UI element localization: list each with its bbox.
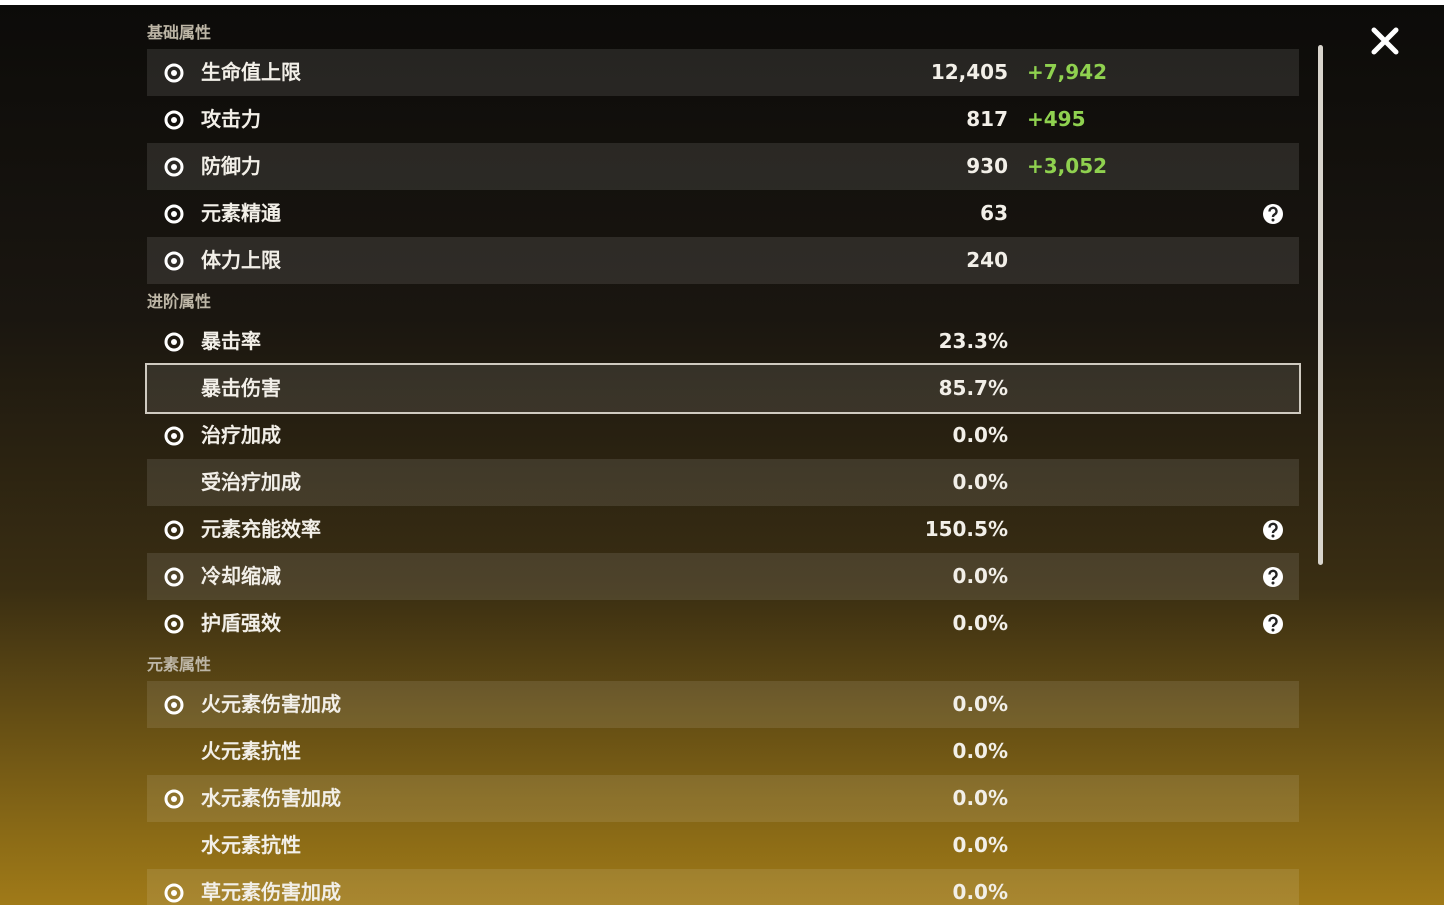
stat-label: 元素精通 bbox=[201, 201, 281, 225]
stat-row: 水元素抗性 0.0% bbox=[147, 822, 1299, 869]
section-title: 基础属性 bbox=[147, 23, 212, 42]
stat-icon bbox=[164, 157, 184, 177]
stat-row: 水元素伤害加成 0.0% bbox=[147, 775, 1299, 822]
stat-value: 150.5% bbox=[924, 517, 1008, 541]
stat-label: 受治疗加成 bbox=[201, 470, 301, 494]
stat-label: 冷却缩减 bbox=[201, 564, 281, 588]
stat-row: 暴击率 23.3% bbox=[147, 318, 1299, 365]
stat-value: 85.7% bbox=[938, 376, 1008, 400]
stat-bonus: +3,052 bbox=[1027, 154, 1108, 178]
stat-icon bbox=[164, 789, 184, 809]
stat-value: 0.0% bbox=[952, 880, 1008, 904]
stat-icon bbox=[164, 567, 184, 587]
stat-row: 火元素抗性 0.0% bbox=[147, 728, 1299, 775]
stat-row[interactable]: 暴击伤害 85.7% bbox=[145, 363, 1301, 414]
stat-value: 0.0% bbox=[952, 470, 1008, 494]
stat-value: 240 bbox=[966, 248, 1008, 272]
stat-value: 0.0% bbox=[952, 786, 1008, 810]
stat-value: 0.0% bbox=[952, 692, 1008, 716]
stat-value: 817 bbox=[966, 107, 1008, 131]
stat-label: 草元素伤害加成 bbox=[201, 880, 341, 904]
stat-icon bbox=[164, 204, 184, 224]
stat-icon bbox=[164, 695, 184, 715]
stat-label: 治疗加成 bbox=[201, 423, 281, 447]
stat-value: 930 bbox=[966, 154, 1008, 178]
stats-list: 基础属性生命值上限 12,405 +7,942 攻击力 817 +495 防御力 930 +3,… bbox=[145, 15, 1301, 905]
stat-icon bbox=[164, 251, 184, 271]
stat-label: 体力上限 bbox=[201, 248, 281, 272]
stat-label: 防御力 bbox=[201, 154, 261, 178]
stat-row: 火元素伤害加成 0.0% bbox=[147, 681, 1299, 728]
stat-icon bbox=[164, 520, 184, 540]
stat-label: 元素充能效率 bbox=[201, 517, 321, 541]
stat-label: 水元素抗性 bbox=[201, 833, 301, 857]
stat-row: 护盾强效 0.0% bbox=[147, 600, 1299, 647]
stat-label: 生命值上限 bbox=[201, 60, 301, 84]
stat-row: 防御力 930 +3,052 bbox=[147, 143, 1299, 190]
stat-label: 攻击力 bbox=[201, 107, 261, 131]
stat-label: 暴击伤害 bbox=[201, 376, 281, 400]
stat-value: 0.0% bbox=[952, 611, 1008, 635]
help-icon[interactable] bbox=[1262, 203, 1284, 225]
section-title: 元素属性 bbox=[147, 655, 212, 674]
stat-value: 12,405 bbox=[930, 60, 1008, 84]
stat-row: 生命值上限 12,405 +7,942 bbox=[147, 49, 1299, 96]
help-icon[interactable] bbox=[1262, 566, 1284, 588]
stat-value: 63 bbox=[980, 201, 1008, 225]
close-button[interactable] bbox=[1370, 26, 1400, 56]
stat-label: 护盾强效 bbox=[201, 611, 281, 635]
stat-icon bbox=[164, 332, 184, 352]
stat-label: 火元素抗性 bbox=[201, 739, 301, 763]
stat-row: 治疗加成 0.0% bbox=[147, 412, 1299, 459]
stat-label: 水元素伤害加成 bbox=[201, 786, 341, 810]
stat-value: 0.0% bbox=[952, 833, 1008, 857]
stat-row: 元素充能效率 150.5% bbox=[147, 506, 1299, 553]
stat-label: 火元素伤害加成 bbox=[201, 692, 341, 716]
section-title: 进阶属性 bbox=[147, 292, 212, 311]
scrollbar[interactable] bbox=[1318, 45, 1323, 565]
stat-icon bbox=[164, 614, 184, 634]
stat-row: 草元素伤害加成 0.0% bbox=[147, 869, 1299, 905]
top-bar bbox=[0, 0, 1444, 5]
stat-icon bbox=[164, 63, 184, 83]
stat-bonus: +7,942 bbox=[1027, 60, 1108, 84]
stat-bonus: +495 bbox=[1027, 107, 1086, 131]
stat-icon bbox=[164, 110, 184, 130]
stat-icon bbox=[164, 883, 184, 903]
stat-row: 攻击力 817 +495 bbox=[147, 96, 1299, 143]
stat-value: 0.0% bbox=[952, 564, 1008, 588]
stat-icon bbox=[164, 426, 184, 446]
stat-value: 0.0% bbox=[952, 423, 1008, 447]
stat-value: 0.0% bbox=[952, 739, 1008, 763]
help-icon[interactable] bbox=[1262, 519, 1284, 541]
stat-value: 23.3% bbox=[938, 329, 1008, 353]
help-icon[interactable] bbox=[1262, 613, 1284, 635]
stat-row: 冷却缩减 0.0% bbox=[147, 553, 1299, 600]
stat-row: 元素精通 63 bbox=[147, 190, 1299, 237]
stat-row: 体力上限 240 bbox=[147, 237, 1299, 284]
stat-row: 受治疗加成 0.0% bbox=[147, 459, 1299, 506]
stat-label: 暴击率 bbox=[201, 329, 261, 353]
